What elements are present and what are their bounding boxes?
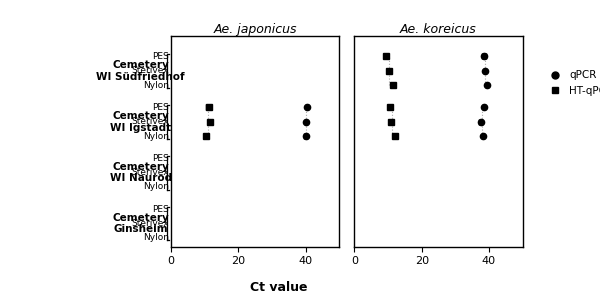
Text: PES: PES [152,205,169,214]
Text: PES: PES [152,154,169,163]
Text: Sterivex: Sterivex [131,219,169,228]
Text: Sterivex: Sterivex [131,117,169,126]
Title: Ae. japonicus: Ae. japonicus [214,23,297,36]
Text: Ct value: Ct value [250,281,308,294]
Text: PES: PES [152,52,169,61]
Text: Sterivex: Sterivex [131,66,169,75]
Title: Ae. koreicus: Ae. koreicus [400,23,477,36]
Text: PES: PES [152,103,169,112]
Text: Sterivex: Sterivex [131,168,169,177]
Text: Nylon: Nylon [143,182,169,192]
Text: Nylon: Nylon [143,233,169,242]
Legend: qPCR, HT-qPCR: qPCR, HT-qPCR [541,66,600,100]
Text: Nylon: Nylon [143,132,169,140]
Text: Cemetery
WI Südfriedhof: Cemetery WI Südfriedhof [97,60,185,82]
Text: Nylon: Nylon [143,80,169,90]
Text: Cemetery
Ginsheim: Cemetery Ginsheim [112,213,169,234]
Text: Cemetery
WI Naurod: Cemetery WI Naurod [110,162,172,184]
Text: Cemetery
WI Igstadt: Cemetery WI Igstadt [110,111,171,132]
